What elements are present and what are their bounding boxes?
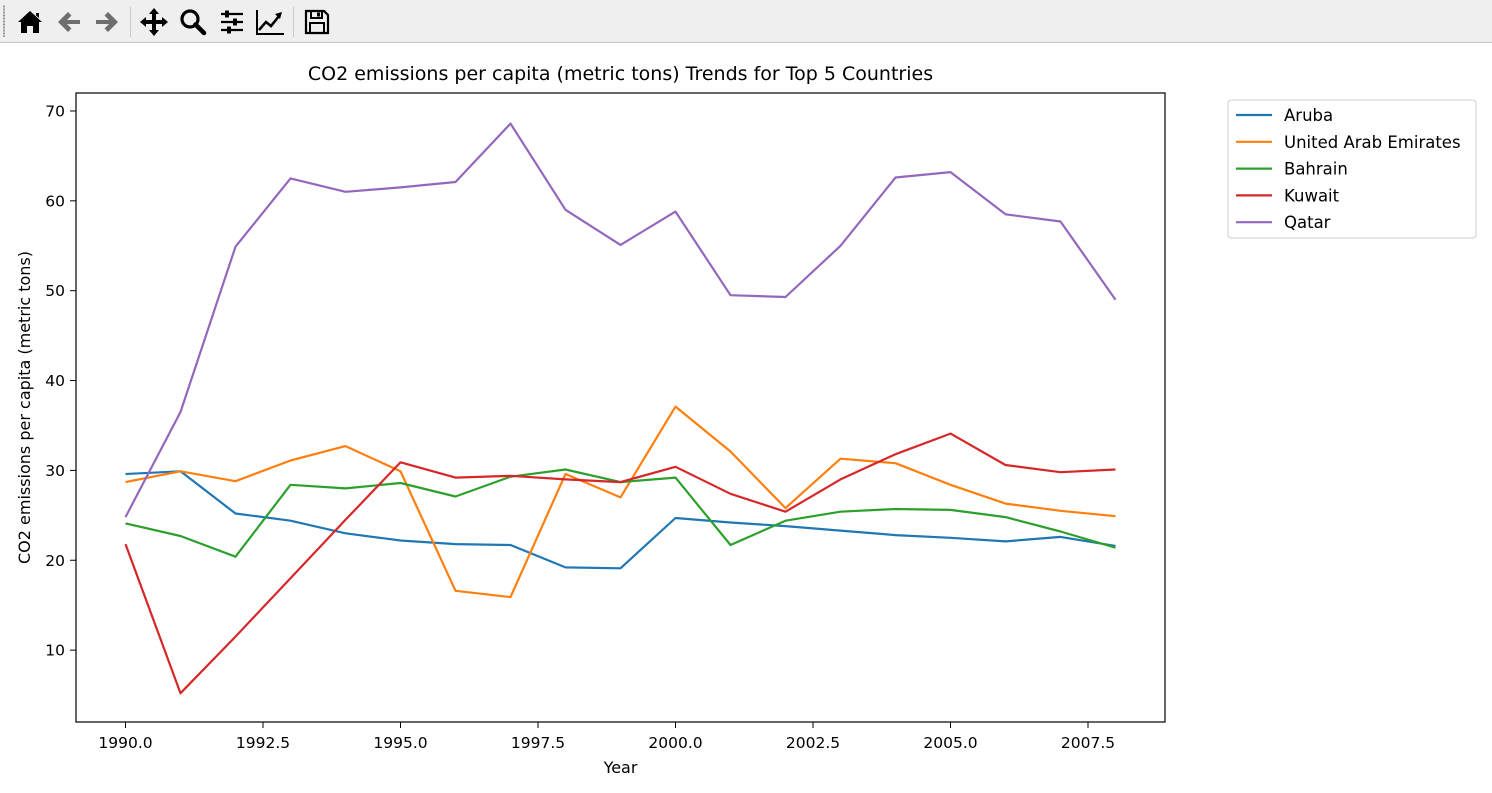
pan-icon	[140, 8, 168, 36]
x-tick-label: 1990.0	[98, 734, 152, 752]
figure-canvas: CO2 emissions per capita (metric tons) T…	[0, 44, 1492, 793]
legend: Aruba United Arab Emirates Bahrain Kuwait Qa…	[1227, 99, 1477, 239]
series-line-qatar	[124, 122, 1117, 518]
x-tick-label: 1992.5	[236, 734, 290, 752]
zoom-button[interactable]	[178, 6, 208, 38]
legend-label: Aruba	[1284, 106, 1333, 125]
y-axis-label: CO2 emissions per capita (metric tons)	[15, 251, 34, 564]
x-tick-label: 2007.5	[1061, 734, 1115, 752]
y-tick-label: 40	[45, 372, 65, 390]
back-button[interactable]	[54, 6, 84, 38]
x-tick-label: 1997.5	[511, 734, 565, 752]
axes-frame	[75, 92, 1166, 723]
back-icon	[58, 12, 80, 32]
forward-icon	[96, 12, 118, 32]
legend-label: Kuwait	[1284, 186, 1340, 205]
toolbar-separator	[293, 7, 294, 37]
y-tick-label: 60	[45, 192, 65, 210]
series-line-aruba	[125, 470, 1116, 570]
x-tick-label: 2000.0	[648, 734, 702, 752]
x-tick-label: 2002.5	[786, 734, 840, 752]
x-tick-label: 2005.0	[923, 734, 977, 752]
save-button[interactable]	[302, 6, 332, 38]
x-axis: 1990.0 1992.5 1995.0 1997.5 2000.0 2002.5 2005…	[98, 722, 1115, 752]
toolbar-grip	[3, 5, 5, 37]
home-icon	[18, 11, 42, 33]
y-tick-label: 20	[45, 552, 65, 570]
legend-label: United Arab Emirates	[1284, 133, 1461, 152]
y-tick-label: 70	[45, 102, 65, 120]
line-chart: CO2 emissions per capita (metric tons) T…	[15, 63, 1477, 777]
toolbar-separator	[130, 7, 131, 37]
save-icon	[304, 9, 330, 35]
forward-button[interactable]	[92, 6, 122, 38]
y-tick-label: 10	[45, 642, 65, 660]
series-line-united-arab-emirates	[125, 405, 1116, 599]
plot-lines	[124, 122, 1117, 695]
chart-title: CO2 emissions per capita (metric tons) T…	[308, 63, 933, 85]
edit-axis-button[interactable]	[255, 6, 285, 38]
zoom-icon	[180, 9, 207, 36]
legend-label: Qatar	[1284, 213, 1331, 232]
x-tick-label: 1995.0	[373, 734, 427, 752]
pan-button[interactable]	[139, 6, 169, 38]
x-axis-label: Year	[603, 758, 638, 777]
legend-label: Bahrain	[1284, 160, 1348, 179]
home-button[interactable]	[15, 6, 45, 38]
y-tick-label: 30	[45, 462, 65, 480]
y-axis: 10 20 30 40 50 60 70	[45, 102, 76, 660]
y-tick-label: 50	[45, 282, 65, 300]
legend-box	[1227, 99, 1477, 239]
navigation-toolbar	[0, 0, 1492, 43]
configure-subplots-button[interactable]	[217, 6, 247, 38]
configure-subplots-icon	[221, 10, 243, 34]
series-line-kuwait	[124, 432, 1116, 695]
edit-axis-icon	[256, 10, 284, 35]
